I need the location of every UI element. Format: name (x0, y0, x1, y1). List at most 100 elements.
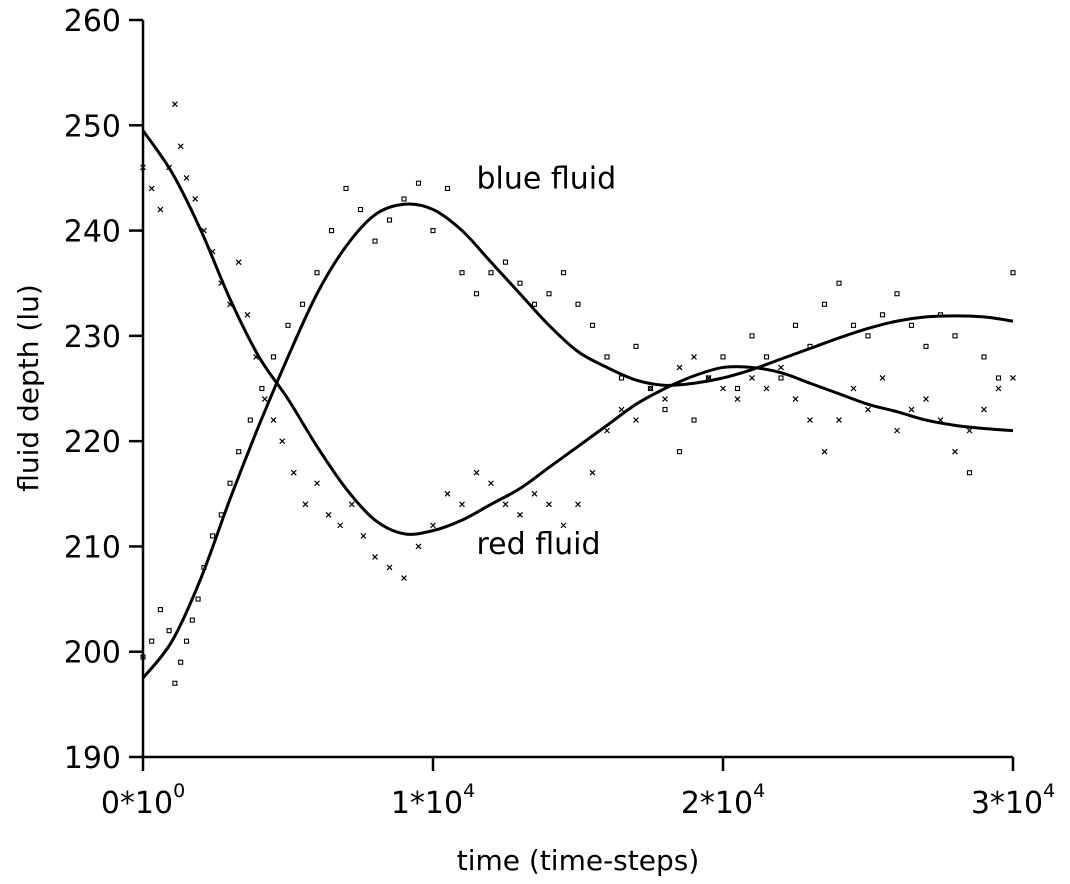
red-fluid-point (966, 427, 973, 434)
x-tick-label: 0*100 (101, 780, 185, 821)
blue-fluid-point (172, 680, 178, 686)
blue-fluid-point (314, 270, 320, 276)
blue-fluid-point (633, 343, 639, 349)
blue-fluid-point (734, 385, 741, 392)
blue-fluid-point (662, 407, 668, 413)
x-tick-mantissa: 2*10 (681, 786, 753, 821)
blue-fluid-point (270, 354, 277, 360)
red-fluid-point (879, 375, 886, 381)
blue-fluid-point (502, 259, 509, 265)
blue-fluid-point (966, 470, 973, 476)
blue-fluid-point (952, 333, 958, 339)
x-tick-exponent: 4 (1043, 780, 1055, 802)
y-tick-label: 230 (64, 320, 121, 355)
x-tick-mantissa: 1*10 (391, 786, 463, 821)
red-fluid-point (850, 385, 857, 392)
red-fluid-point (792, 396, 799, 402)
red-fluid-point (183, 175, 190, 181)
y-tick-label: 260 (64, 4, 121, 39)
blue-fluid-point (981, 354, 987, 360)
red-fluid-point (995, 385, 1002, 392)
red-fluid-point (1010, 375, 1016, 381)
red-fluid-point (589, 469, 596, 476)
red-fluid-point (691, 353, 697, 360)
blue-fluid-point (328, 228, 335, 234)
red-fluid-point (778, 364, 784, 371)
red-fluid-point (575, 501, 581, 508)
red-fluid-point (676, 364, 683, 371)
red-fluid-point (560, 522, 567, 529)
blue-fluid-label: blue fluid (477, 161, 617, 196)
red-fluid-point (720, 385, 726, 392)
x-tick-exponent: 0 (173, 780, 185, 802)
blue-fluid-point (850, 322, 857, 328)
blue-fluid-point (299, 301, 306, 307)
blue-fluid-point (444, 185, 451, 192)
blue-fluid-point (157, 607, 163, 613)
blue-fluid-point (430, 228, 436, 234)
x-tick-mantissa: 3*10 (971, 786, 1043, 821)
blue-fluid-point (473, 291, 480, 297)
blue-fluid-point (178, 659, 184, 665)
blue-fluid-point (995, 375, 1002, 381)
red-fluid-point (325, 511, 332, 518)
blue-fluid-point (589, 322, 596, 328)
red-fluid-point (517, 511, 523, 518)
blue-fluid-point (285, 322, 291, 328)
red-fluid-point (662, 396, 668, 402)
blue-fluid-point (386, 217, 393, 223)
blue-fluid-point (372, 238, 378, 244)
y-tick-label: 210 (64, 530, 121, 565)
red-fluid-point (865, 406, 871, 413)
blue-fluid-point (865, 333, 871, 339)
red-fluid-point (459, 501, 465, 508)
red-fluid-point (148, 185, 155, 192)
red-fluid-point (360, 532, 367, 539)
blue-fluid-point (401, 196, 407, 202)
red-fluid-point (604, 427, 610, 434)
red-fluid-point (261, 396, 268, 402)
red-fluid-point (749, 375, 755, 381)
blue-fluid-point (691, 417, 697, 423)
red-fluid-point (821, 448, 828, 455)
y-tick-label: 200 (64, 636, 121, 671)
blue-fluid-point (720, 354, 726, 360)
y-tick-label: 220 (64, 425, 121, 460)
blue-fluid-point (778, 375, 784, 381)
x-tick-exponent: 4 (463, 780, 475, 802)
red-fluid-point (473, 469, 480, 476)
red-fluid-point (807, 417, 813, 424)
red-fluid-point (430, 522, 436, 529)
red-fluid-point (647, 385, 654, 392)
blue-fluid-fit-curve (141, 202, 1014, 679)
blue-fluid-point (210, 533, 216, 539)
blue-fluid-point (227, 480, 233, 486)
x-tick-exponent: 4 (753, 780, 765, 802)
blue-fluid-point (149, 638, 155, 644)
blue-fluid-point (531, 301, 538, 307)
red-fluid-point (981, 406, 987, 413)
blue-fluid-point (894, 291, 900, 297)
blue-fluid-point (560, 270, 567, 276)
x-tick-label: 3*104 (971, 780, 1055, 821)
red-fluid-point (302, 501, 309, 508)
red-fluid-point (502, 501, 509, 508)
blue-fluid-point (1010, 270, 1016, 276)
red-fluid-point (386, 564, 393, 571)
blue-fluid-point (749, 333, 755, 339)
red-fluid-point (734, 396, 741, 402)
red-fluid-point (531, 490, 538, 497)
blue-fluid-point (517, 280, 523, 286)
red-fluid-point (836, 417, 842, 424)
red-fluid-point (314, 480, 320, 487)
blue-fluid-point (879, 312, 886, 318)
blue-fluid-point (908, 322, 915, 328)
fit-curves (141, 129, 1014, 679)
red-fluid-point (244, 311, 251, 318)
x-axis-title: time (time-steps) (457, 844, 700, 877)
blue-fluid-point (923, 343, 929, 349)
blue-fluid-point (343, 185, 349, 192)
red-fluid-point (192, 196, 199, 202)
x-tick-mantissa: 0*10 (101, 786, 173, 821)
